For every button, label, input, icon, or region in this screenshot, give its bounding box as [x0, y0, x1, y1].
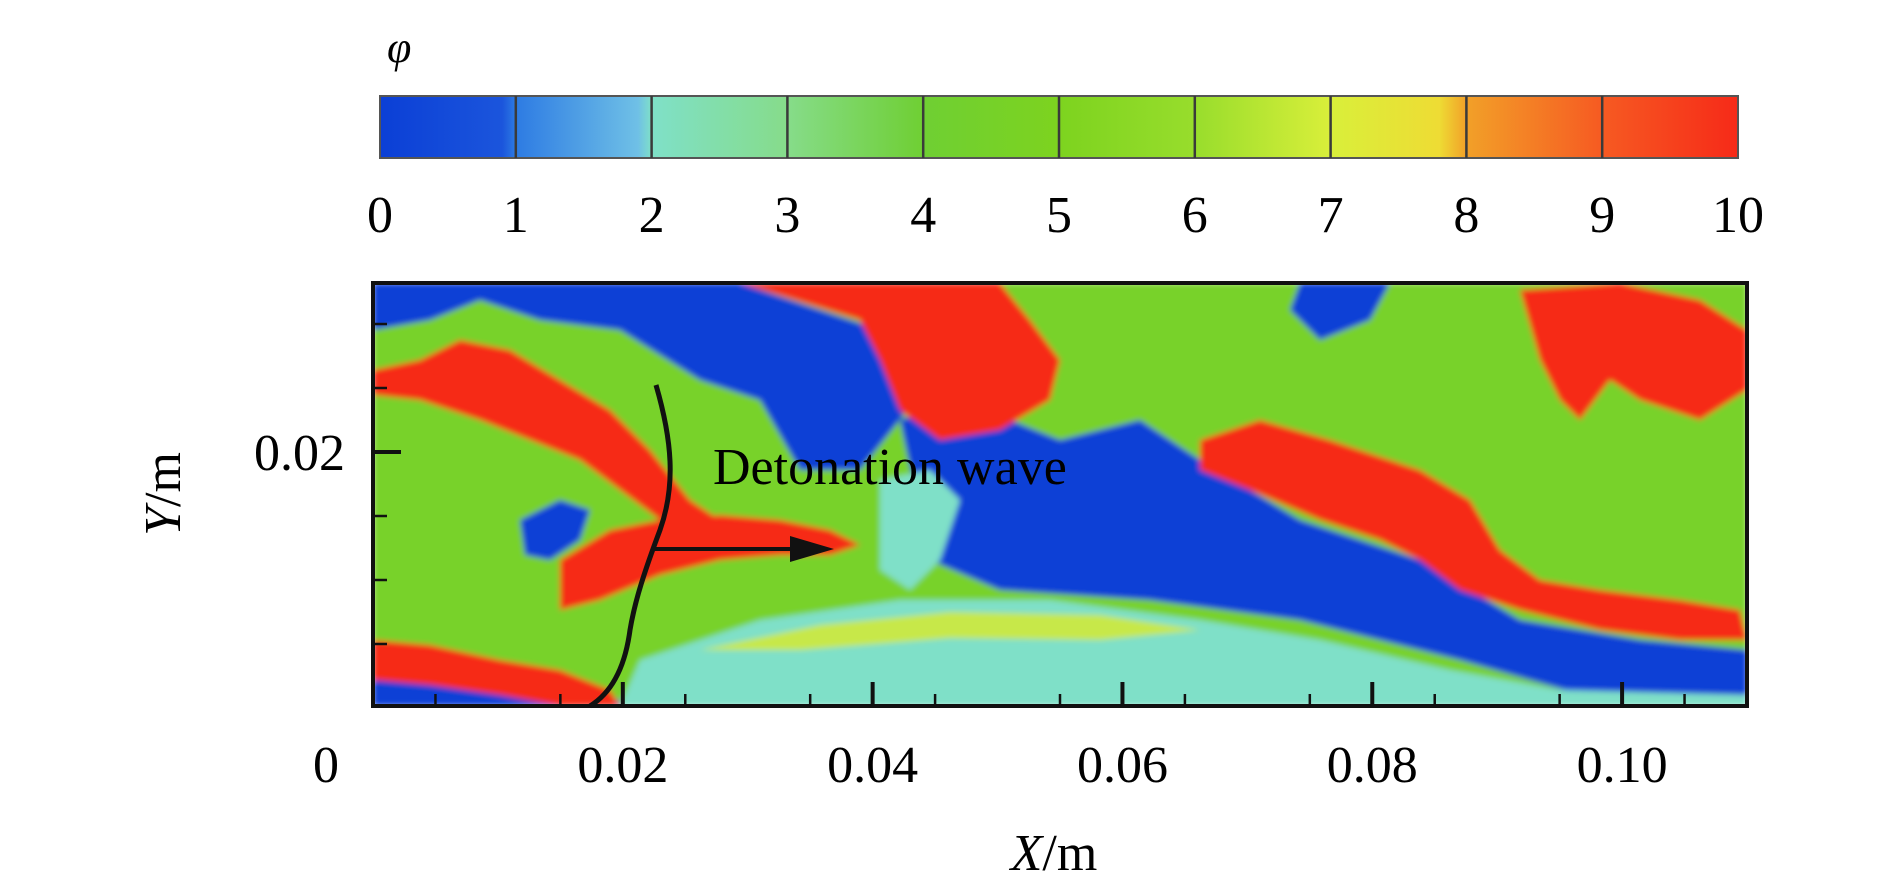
- field-region-red-left-band: [373, 340, 720, 540]
- y-axis-unit: /m: [135, 452, 192, 507]
- y-axis-variable: Y: [135, 502, 192, 536]
- colorbar-tick-label: 1: [503, 187, 529, 244]
- field-region-red-lower-left: [373, 640, 620, 706]
- x-tick-label: 0: [313, 737, 339, 794]
- colorbar-tick-label: 6: [1182, 187, 1208, 244]
- x-axis-variable: X: [1009, 825, 1045, 882]
- axis-tick-marks: [371, 322, 1686, 706]
- colorbar-tick-label: 9: [1589, 187, 1615, 244]
- colorbar-tick-label: 10: [1712, 187, 1764, 244]
- contour-field: [373, 283, 1747, 706]
- y-axis-label: Y/m: [135, 452, 192, 536]
- y-tick-labels: 0.02: [254, 425, 345, 482]
- field-region-yellow-lower: [700, 612, 1200, 650]
- field-region-blue-central: [900, 400, 1747, 706]
- field-region-blue-upper: [373, 283, 940, 470]
- field-region-blue-upper-right: [1290, 283, 1390, 340]
- colorbar-tick-labels: 0 1 2 3 4 5 6 7 8 9 10: [367, 187, 1764, 244]
- colorbar-tick-label: 3: [774, 187, 800, 244]
- colorbar-tick-label: 5: [1046, 187, 1072, 244]
- x-axis-unit: /m: [1042, 825, 1097, 882]
- field-region-red-top-right: [1520, 283, 1747, 420]
- colorbar-tick-label: 7: [1318, 187, 1344, 244]
- field-region-cyan-shock: [880, 470, 960, 590]
- colorbar-label: φ: [387, 23, 411, 72]
- x-tick-label: 0.06: [1077, 737, 1168, 794]
- y-tick-label: 0.02: [254, 425, 345, 482]
- x-tick-label: 0.04: [827, 737, 918, 794]
- x-tick-label: 0.02: [577, 737, 668, 794]
- colorbar-tick-label: 4: [910, 187, 936, 244]
- field-region-blue-pocket: [520, 500, 590, 560]
- detonation-wave-front: [588, 384, 673, 709]
- field-region-red-jet: [560, 515, 860, 610]
- field-region-red-top-center: [740, 283, 1060, 440]
- colorbar-tick-label: 8: [1453, 187, 1479, 244]
- field-region-red-right-band: [1200, 420, 1747, 640]
- colorbar-tick-label: 0: [367, 187, 393, 244]
- x-tick-labels: 0 0.02 0.04 0.06 0.08 0.10: [313, 737, 1668, 794]
- x-tick-label: 0.10: [1577, 737, 1668, 794]
- colorbar-tick-label: 2: [639, 187, 665, 244]
- detonation-annotation: Detonation wave: [713, 439, 1067, 496]
- arrow-head: [790, 536, 834, 562]
- colorbar-dividers: [514, 96, 1604, 158]
- x-axis-label: X/m: [1009, 825, 1098, 882]
- x-tick-label: 0.08: [1327, 737, 1418, 794]
